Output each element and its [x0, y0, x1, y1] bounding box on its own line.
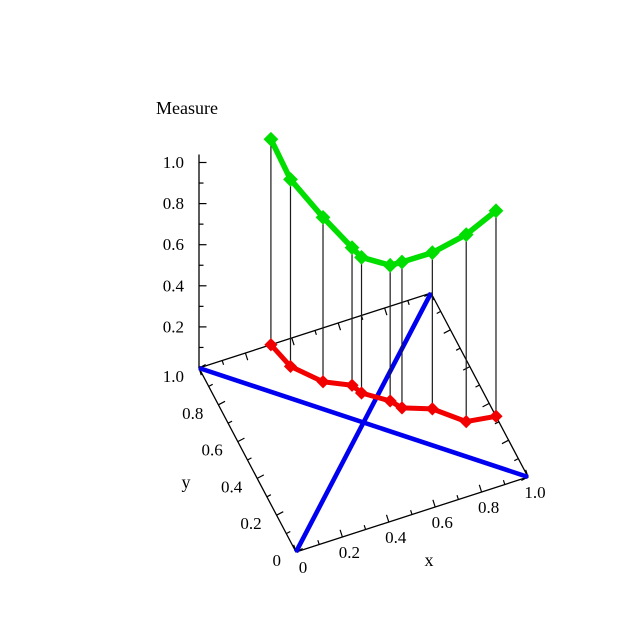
z-tick-label: 0.2 — [163, 317, 184, 336]
tick-mark — [244, 352, 249, 361]
tick-mark — [237, 437, 245, 443]
measure-curve-marker — [344, 240, 360, 256]
tick-mark — [227, 420, 233, 424]
tick-mark — [502, 480, 506, 485]
y-tick-label: 0.4 — [221, 477, 243, 496]
data-points-base-marker — [489, 409, 503, 423]
y-tick-label: 0.2 — [240, 514, 261, 533]
tick-mark — [514, 458, 519, 462]
measure-curve-marker — [394, 254, 410, 270]
tick-mark — [384, 307, 388, 316]
tick-mark — [291, 337, 295, 346]
z-axis-title: Measure — [156, 98, 218, 118]
measure-curve-marker — [354, 249, 369, 265]
tick-mark — [363, 525, 367, 530]
tick-mark — [247, 457, 252, 461]
z-tick-label: 0.8 — [163, 194, 184, 213]
tick-mark — [443, 329, 451, 334]
anti-diagonal-line — [198, 365, 529, 480]
measure-curve-marker — [488, 203, 504, 219]
tick-mark — [276, 511, 284, 516]
tick-mark — [482, 402, 490, 408]
data-points-base-line — [268, 342, 499, 425]
y-axis-title: y — [182, 472, 191, 492]
x-tick-label: 0.2 — [339, 543, 360, 562]
y-tick-label: 1.0 — [163, 367, 184, 386]
measure-curve-marker — [315, 209, 331, 225]
tick-mark — [286, 530, 291, 535]
data-points-base-marker — [383, 394, 397, 408]
tick-mark — [432, 499, 436, 508]
data-points-base-series — [264, 338, 503, 429]
tick-mark — [501, 439, 509, 445]
y-tick-label: 0 — [273, 551, 282, 570]
drop-lines — [270, 139, 497, 422]
x-tick-label: 0.4 — [385, 528, 407, 547]
tick-mark — [385, 514, 390, 523]
x-tick-label: 1.0 — [524, 483, 545, 502]
tick-mark — [407, 300, 410, 305]
x-tick-label: 0.8 — [478, 498, 499, 517]
tick-mark — [218, 400, 226, 406]
data-points-base-marker — [283, 359, 298, 374]
tick-mark — [221, 360, 225, 365]
data-points-base-marker — [345, 378, 359, 392]
measure-curve-marker — [382, 257, 398, 273]
tick-mark — [478, 484, 483, 493]
tick-mark — [455, 347, 461, 351]
z-tick-label: 0.4 — [163, 276, 185, 295]
measure-curve-marker — [458, 227, 474, 242]
tick-mark — [317, 540, 320, 545]
tick-mark — [410, 510, 413, 515]
x-tick-label: 0 — [299, 558, 308, 577]
tick-mark — [475, 384, 480, 388]
measure-curve-marker — [263, 131, 279, 147]
z-axis: 0.2 0.4 0.6 0.8 1.0 — [163, 153, 207, 368]
measure-curve-marker — [283, 172, 298, 187]
data-points-base-marker — [264, 338, 278, 352]
data-points-base-marker — [316, 375, 330, 389]
tick-mark — [266, 494, 272, 498]
x-axis-title: x — [425, 550, 434, 570]
y-tick-label: 0.6 — [202, 441, 223, 460]
y-tick-label: 0.8 — [182, 404, 203, 423]
measure-curve-series — [263, 131, 504, 273]
data-points-base-marker — [459, 415, 473, 429]
tick-mark — [339, 529, 343, 538]
data-points-base-marker — [354, 386, 369, 400]
z-tick-label: 1.0 — [163, 153, 184, 172]
tick-mark — [337, 322, 342, 331]
tick-mark — [256, 474, 265, 479]
tick-mark — [314, 330, 317, 335]
plot-generated: 00.20.40.60.81.000.20.40.60.81.00.20.40.… — [163, 131, 546, 577]
z-tick-label: 0.6 — [163, 235, 184, 254]
x-tick-label: 0.6 — [432, 513, 453, 532]
measure-curve-line — [268, 136, 499, 269]
tick-mark — [456, 495, 459, 500]
tick-mark — [208, 383, 213, 387]
reference-lines — [198, 291, 529, 554]
y-tick-labels: 0 0.2 0.4 0.6 0.8 1.0 — [163, 367, 281, 570]
measure-curve-marker — [424, 245, 440, 261]
data-points-base-marker — [425, 402, 439, 416]
x-tick-labels: 0 0.2 0.4 0.6 0.8 1.0 — [299, 483, 546, 577]
back-top-ticks — [198, 292, 434, 376]
data-points-base-marker — [395, 401, 409, 415]
back-right-ticks — [424, 292, 529, 482]
tick-mark — [436, 310, 441, 315]
tick-mark — [494, 421, 500, 425]
